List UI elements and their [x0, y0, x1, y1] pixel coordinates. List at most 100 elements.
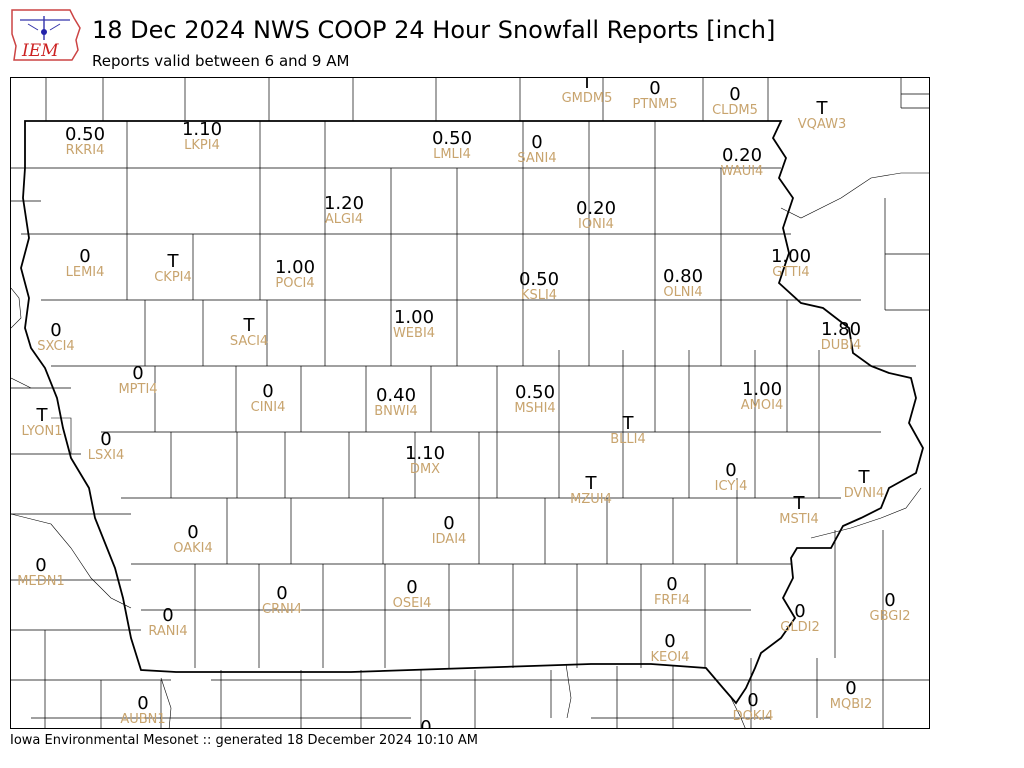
station-saci4: T SACI4	[230, 317, 268, 349]
station-id-label: GTTI4	[772, 265, 810, 280]
snowfall-value: 0	[420, 717, 432, 729]
station-id-label: AMOI4	[740, 398, 784, 413]
snowfall-value: 0.40	[375, 385, 417, 406]
snowfall-value: 1.80	[820, 319, 862, 340]
snowfall-value: T	[581, 77, 593, 93]
snowfall-value: 0.20	[721, 145, 763, 166]
station-sani4: 0 SANI4	[517, 134, 556, 166]
station-id-label: LSXI4	[87, 448, 125, 463]
station-id-label: MZUI4	[570, 492, 612, 507]
station-id-label: WEBI4	[392, 326, 436, 341]
station-id-label: IDAI4	[431, 532, 467, 547]
snowfall-value: 1.00	[274, 257, 316, 278]
station-bnwi4: 0.40 BNWI4	[374, 387, 418, 419]
station-id-label: VQAW3	[797, 117, 847, 132]
station-poci4: 1.00 POCI4	[275, 259, 315, 291]
logo-text: IEM	[21, 41, 59, 61]
snowfall-value: 1.00	[770, 246, 812, 267]
snowfall-value: 1.10	[181, 119, 223, 140]
snowfall-value: 0	[100, 429, 112, 450]
snowfall-value: T	[585, 473, 597, 494]
snowfall-value: 0	[187, 522, 199, 543]
station-ioni4: 0.20 IONI4	[576, 200, 616, 232]
snowfall-value: 1.00	[741, 379, 783, 400]
station-id-label: DUBI4	[820, 338, 862, 353]
station-ptnm5: 0 PTNM5	[633, 80, 678, 112]
station-id-label: PTNM5	[632, 97, 678, 112]
station-olni4: 0.80 OLNI4	[663, 268, 703, 300]
station-msti4: T MSTI4	[779, 495, 819, 527]
map-subtitle: Reports valid between 6 and 9 AM	[92, 52, 350, 70]
station-mzui4: T MZUI4	[570, 475, 612, 507]
snowfall-value: T	[622, 413, 634, 434]
station-osei4: 0 OSEI4	[393, 579, 432, 611]
station-id-label: DMX	[409, 462, 441, 477]
snowfall-value: 0	[666, 574, 678, 595]
snowfall-value: 0.50	[64, 124, 106, 145]
station-mshi4: 0.50 MSHI4	[514, 384, 555, 416]
snowfall-value: 0.20	[575, 198, 617, 219]
snowfall-value: T	[793, 493, 805, 514]
map-title: 18 Dec 2024 NWS COOP 24 Hour Snowfall Re…	[92, 16, 776, 44]
snowfall-value: 0	[50, 320, 62, 341]
map-panel: T GMDM5 0 PTNM5 0 CLDM5 T VQAW3 0.50 RKRI4 1.10 LKP…	[10, 77, 930, 729]
snowfall-value: 0.80	[662, 266, 704, 287]
station-id-label: LKPI4	[184, 138, 220, 153]
station-lkpi4: 1.10 LKPI4	[182, 121, 222, 153]
county-boundaries	[11, 78, 929, 728]
snowfall-value: 0	[794, 601, 806, 622]
station-id-label: RKRI4	[65, 143, 105, 158]
station-id-label: MQBI2	[829, 697, 873, 712]
snowfall-value: T	[167, 251, 179, 272]
station-id-label: MEDN1	[17, 574, 65, 589]
station-id-label: LYON1	[21, 424, 63, 439]
station-id-label: WAUI4	[720, 164, 764, 179]
snowfall-value: 1.20	[323, 193, 365, 214]
snowfall-value: 0	[725, 460, 737, 481]
station-cldm5: 0 CLDM5	[712, 86, 758, 118]
snowfall-value: T	[858, 467, 870, 488]
station-id-label: DVNI4	[843, 486, 885, 501]
footer-credit: Iowa Environmental Mesonet :: generated …	[10, 733, 478, 748]
station-icyi4: 0 ICYI4	[715, 462, 748, 494]
station-amoi4: 1.00 AMOI4	[741, 381, 783, 413]
station-id-label: AUBN1	[120, 712, 166, 727]
station-cini4: 0 CINI4	[251, 383, 286, 415]
station-medn1: 0 MEDN1	[17, 557, 64, 589]
station-id-label: MSHI4	[514, 401, 556, 416]
station-id-label: FRFI4	[653, 593, 691, 608]
station-id-label: BNWI4	[374, 404, 418, 419]
snowfall-value: 0	[747, 690, 759, 711]
station-id-label: CLDM5	[712, 103, 758, 118]
station-oaki4: 0 OAKI4	[173, 524, 213, 556]
station-id-label: CKPI4	[154, 270, 192, 285]
station-ckpi4: T CKPI4	[154, 253, 192, 285]
station-mqbi2: 0 MQBI2	[830, 680, 872, 712]
station-gtti4: 1.00 GTTI4	[771, 248, 811, 280]
snowfall-value: 0.50	[431, 128, 473, 149]
station-id-label: KEOI4	[650, 650, 690, 665]
station-idai4: 0 IDAI4	[432, 515, 467, 547]
station-id-label: BLLI4	[610, 432, 646, 447]
snowfall-value: 0.50	[514, 382, 556, 403]
station-webi4: 1.00 WEBI4	[393, 309, 435, 341]
station-doki4: 0 DOKI4	[733, 692, 774, 724]
snowfall-value: 0	[262, 381, 274, 402]
station-id-label: POCI4	[275, 276, 315, 291]
snowfall-value: T	[816, 98, 828, 119]
snowfall-value: T	[243, 315, 255, 336]
station-lyon1: T LYON1	[22, 407, 63, 439]
snowfall-value: 1.00	[393, 307, 435, 328]
station-id-label: MSTI4	[779, 512, 819, 527]
snowfall-value: 0	[162, 605, 174, 626]
snowfall-value: 0	[137, 693, 149, 714]
station-vqaw3: T VQAW3	[798, 100, 846, 132]
station-mpti4: 0 MPTI4	[118, 365, 157, 397]
station-keoi4: 0 KEOI4	[650, 633, 689, 665]
station-dvni4: T DVNI4	[844, 469, 885, 501]
station-ksli4: 0.50 KSLI4	[519, 271, 559, 303]
station-id-label: OLNI4	[663, 285, 703, 300]
snowfall-value: 0	[884, 590, 896, 611]
station-crni4: 0 CRNI4	[262, 585, 302, 617]
station-id-label: KSLI4	[520, 288, 558, 303]
